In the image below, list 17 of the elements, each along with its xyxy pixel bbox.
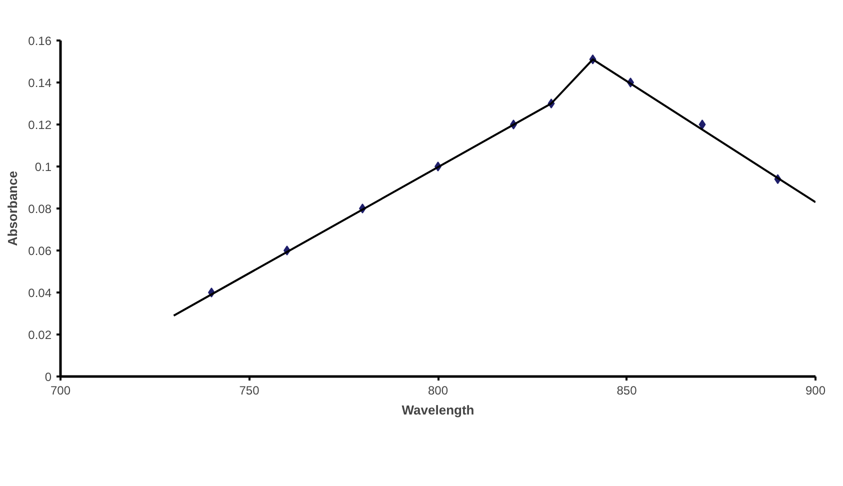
x-tick-label: 800 [428,384,448,398]
x-axis-title: Wavelength [402,402,474,418]
y-tick-label: 0.1 [34,160,52,174]
y-axis-title: Absorbance [5,170,20,246]
y-tick-label: 0.14 [28,76,52,90]
x-tick-label: 900 [805,384,826,398]
y-tick-label: 0.02 [28,328,52,342]
y-tick-label: 0 [44,370,52,384]
y-tick-label: 0.12 [28,118,52,132]
x-tick-label: 700 [50,384,71,398]
x-tick-label: 850 [616,384,638,398]
y-tick-label: 0.06 [28,244,52,258]
y-tick-label: 0.08 [28,202,52,216]
point [698,120,706,130]
x-tick-label: 750 [239,384,260,398]
y-tick-label: 0.04 [28,286,52,300]
y-tick-label: 0.16 [28,34,52,48]
